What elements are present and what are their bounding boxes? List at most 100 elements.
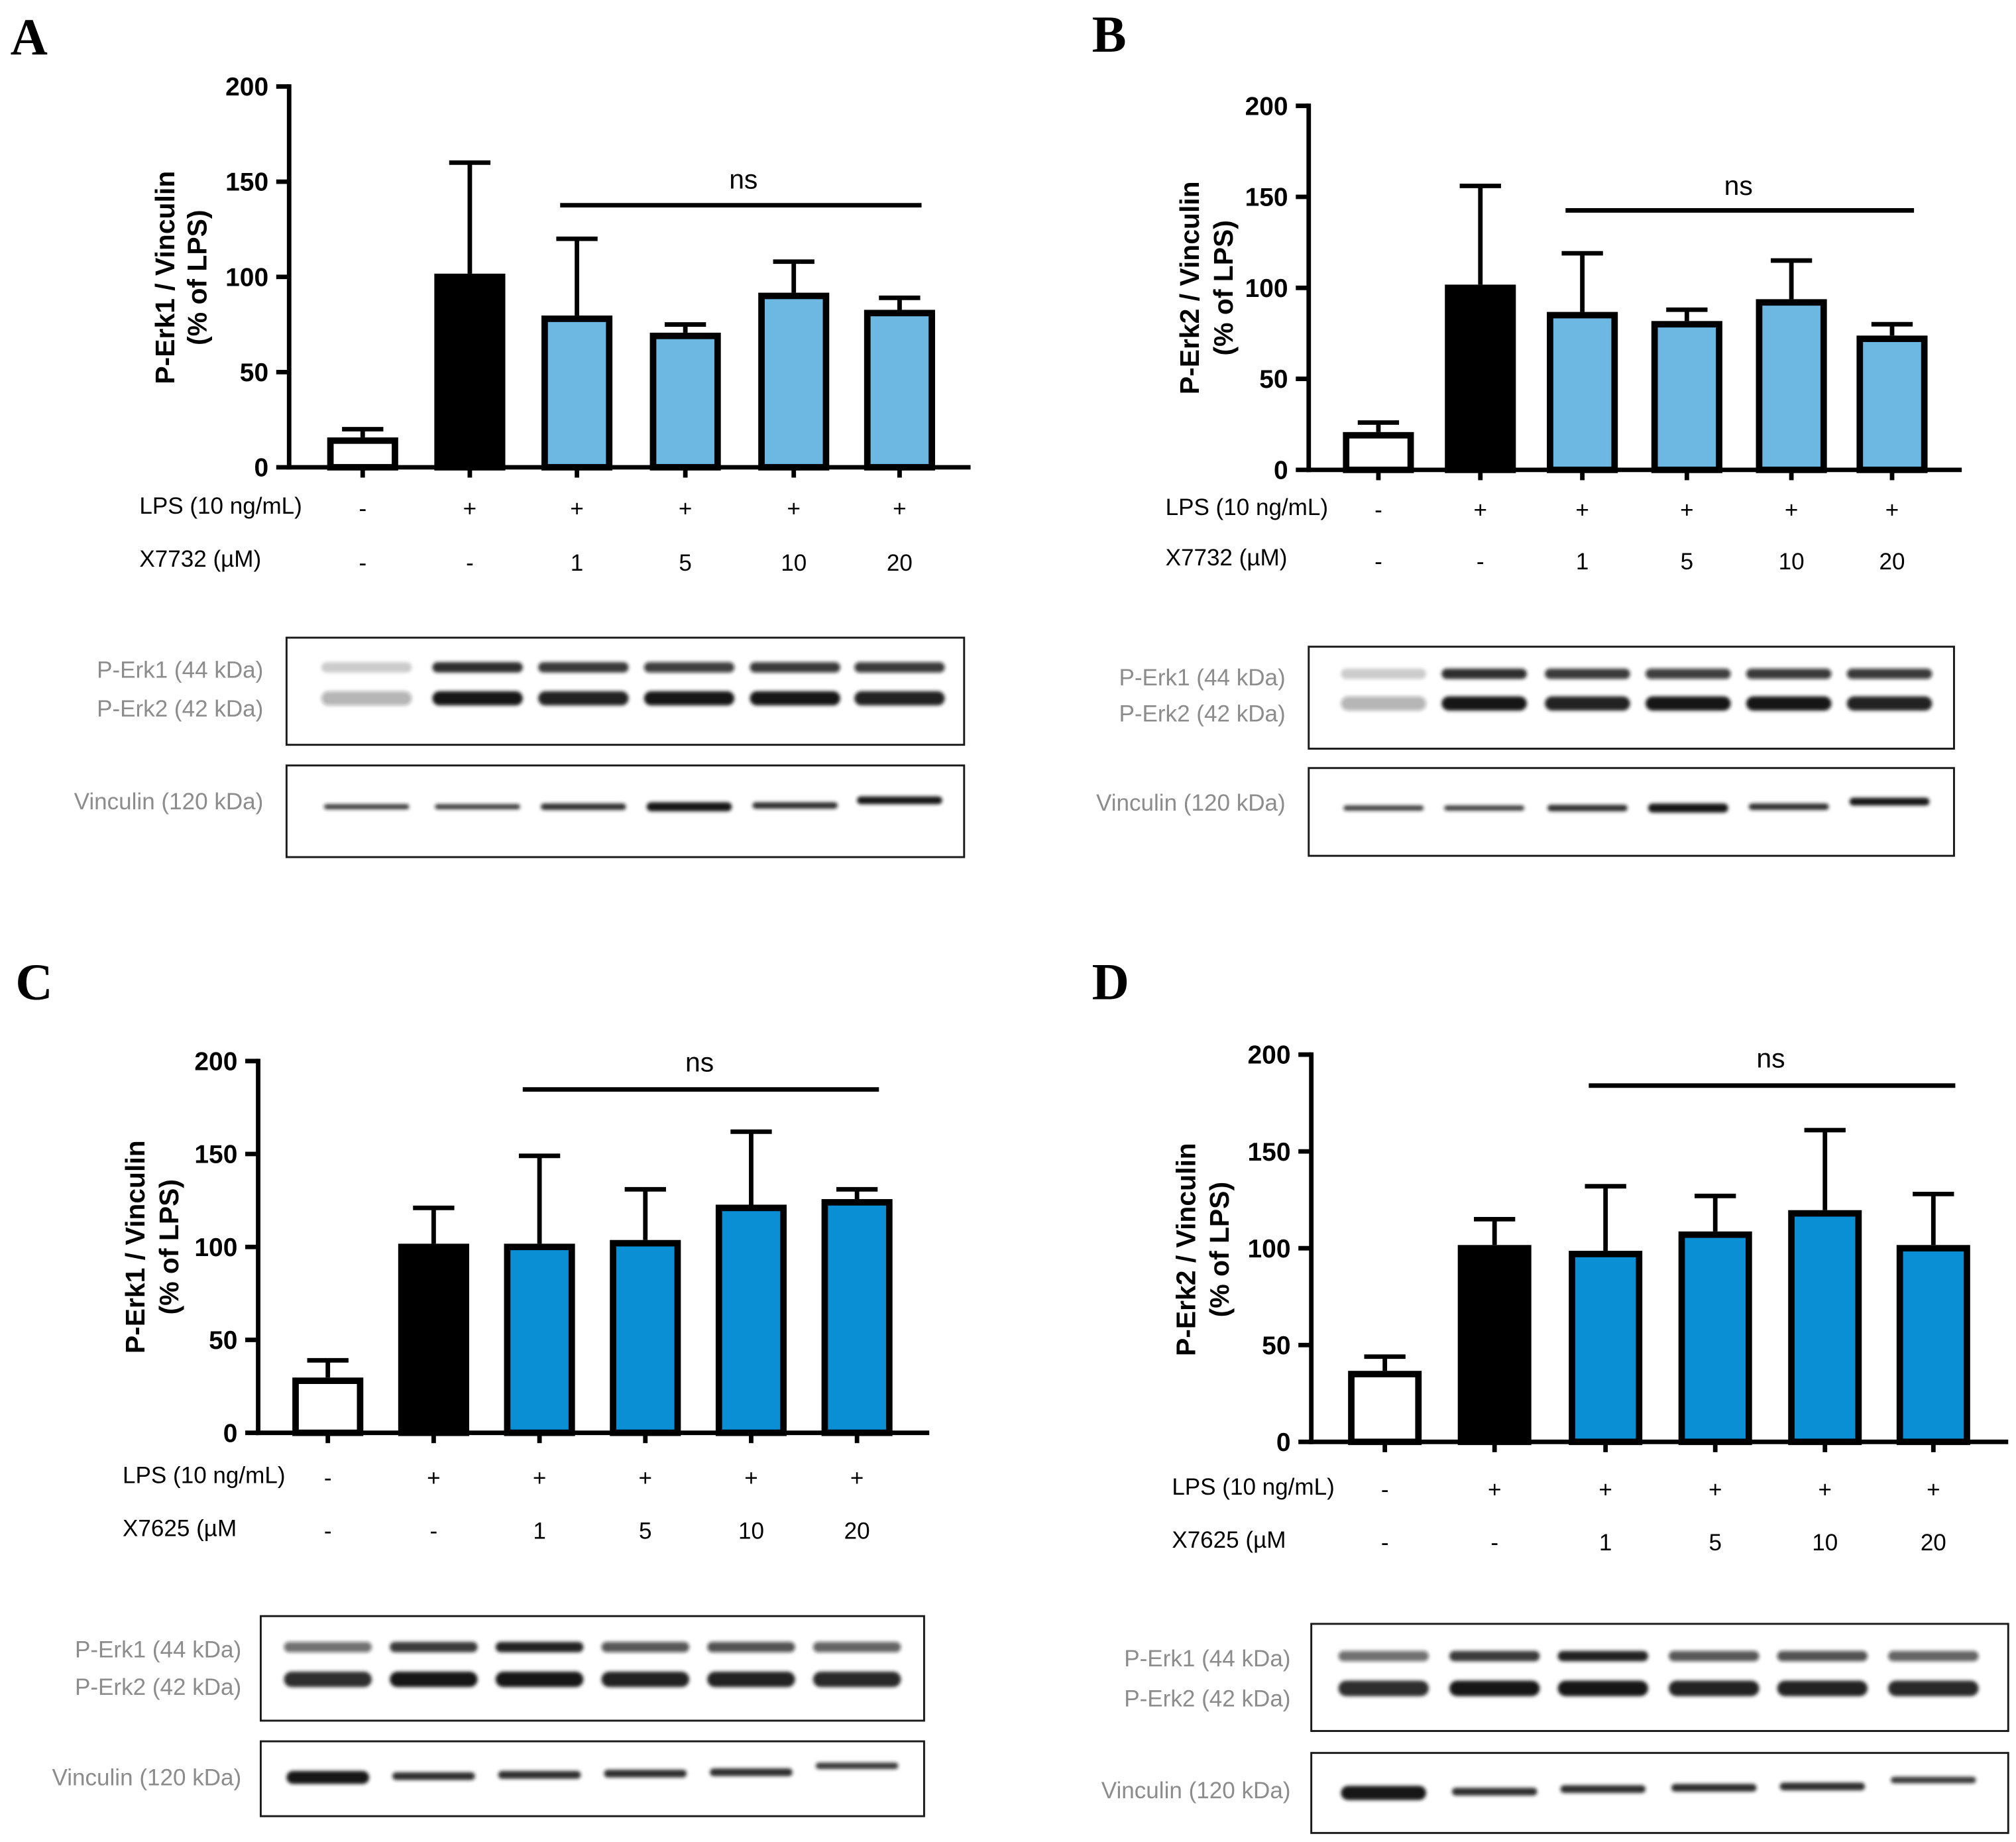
condition-value: -	[1374, 549, 1382, 575]
bar-1	[1348, 1371, 1422, 1446]
condition-value: -	[466, 550, 474, 576]
bar-5	[715, 1204, 787, 1436]
bar-6	[864, 310, 935, 471]
blot-images	[1308, 646, 1955, 857]
western-blot: P-Erk1 (44 kDa) P-Erk2 (42 kDa) Vinculin…	[1096, 646, 1955, 857]
bar-6	[821, 1199, 893, 1436]
blot-band-p-erk1	[1777, 1650, 1868, 1662]
condition-label-compound: X7732 (µM)	[139, 546, 261, 572]
condition-label-lps: LPS (10 ng/mL)	[1166, 494, 1328, 520]
bar-chart: P-Erk2 / Vinculin (% of LPS) ns LPS (10 …	[1166, 92, 1962, 575]
blot-label-p-erk1: P-Erk1 (44 kDa)	[1119, 665, 1285, 691]
blot-band-p-erk2	[390, 1671, 478, 1688]
condition-value: -	[1374, 497, 1382, 523]
blot-label-p-erk2: P-Erk2 (42 kDa)	[75, 1674, 241, 1700]
y-tick-label: 50	[1262, 1332, 1290, 1360]
blot-band-p-erk2	[854, 691, 945, 706]
condition-value: +	[1885, 497, 1899, 523]
y-tick-label: 150	[1248, 1138, 1291, 1167]
blot-band-p-erk1	[1846, 668, 1932, 679]
blot-band-p-erk1	[1669, 1650, 1760, 1662]
blot-band-p-erk2	[707, 1671, 795, 1688]
y-tick-label: 150	[194, 1141, 237, 1169]
blot-label-vinculin: Vinculin (120 kDa)	[52, 1764, 242, 1790]
condition-label-lps: LPS (10 ng/mL)	[1172, 1474, 1334, 1500]
blot-band-p-erk2	[812, 1671, 901, 1688]
western-blot: P-Erk1 (44 kDa) P-Erk2 (42 kDa) Vinculin…	[52, 1615, 925, 1817]
bar-chart: P-Erk1 / Vinculin (% of LPS) ns LPS (10 …	[139, 73, 971, 576]
chart-marks: 0 50 100 150 200 - + + + + + - - 1 5 10 20	[194, 1047, 930, 1544]
condition-value: -	[324, 1518, 332, 1544]
bar-4	[610, 1239, 681, 1436]
y-axis-label: P-Erk1 / Vinculin	[120, 1140, 150, 1353]
significance-label: ns	[729, 164, 757, 194]
blot-band-p-erk2	[1746, 696, 1832, 711]
blot-band-p-erk1	[1449, 1650, 1540, 1662]
bar-4	[649, 332, 721, 471]
condition-value: 5	[679, 550, 692, 576]
condition-value: +	[1785, 497, 1798, 523]
blot-band-vinculin	[1343, 805, 1424, 811]
condition-value: +	[1598, 1477, 1612, 1503]
panel-c: C P-Erk1 / Vinculin (% of LPS) ns LPS (1…	[15, 953, 930, 1817]
condition-value: -	[1381, 1477, 1389, 1503]
blot-band-vinculin	[435, 804, 520, 810]
blot-bands	[1338, 1650, 1979, 1800]
blot-band-p-erk2	[1545, 696, 1630, 711]
condition-value: 1	[533, 1518, 546, 1544]
condition-value: 10	[738, 1518, 764, 1544]
blot-band-p-erk2	[750, 691, 840, 706]
blot-band-vinculin	[286, 1770, 370, 1784]
blot-band-p-erk2	[284, 1671, 372, 1688]
condition-value: +	[1474, 497, 1487, 523]
blot-band-p-erk2	[1846, 696, 1932, 711]
condition-value: +	[1680, 497, 1693, 523]
blot-label-p-erk2: P-Erk2 (42 kDa)	[1119, 701, 1285, 727]
blot-band-p-erk2	[1646, 696, 1731, 711]
condition-value: +	[463, 496, 476, 522]
blot-vinculin	[1308, 767, 1955, 857]
condition-value: 20	[1879, 549, 1905, 575]
blot-label-p-erk2: P-Erk2 (42 kDa)	[1124, 1686, 1290, 1712]
blot-band-p-erk2	[1449, 1680, 1540, 1696]
y-tick-label: 50	[240, 359, 268, 387]
significance-label: ns	[685, 1047, 714, 1077]
blot-band-p-erk1	[1646, 668, 1731, 679]
blot-band-p-erk2	[1557, 1680, 1648, 1696]
blot-band-p-erk2	[432, 691, 523, 706]
bar-3	[1569, 1251, 1643, 1446]
blot-band-p-erk1	[495, 1642, 584, 1652]
condition-value: 10	[781, 550, 807, 576]
blot-band-p-erk1	[432, 662, 523, 673]
y-tick-label: 200	[194, 1047, 237, 1076]
blot-vinculin	[1310, 1752, 2009, 1834]
blot-band-p-erk1	[1338, 1650, 1429, 1662]
blot-band-p-erk2	[1441, 696, 1527, 711]
blot-band-vinculin	[392, 1772, 475, 1780]
condition-value: +	[744, 1466, 757, 1491]
condition-value: +	[893, 496, 906, 522]
blot-band-vinculin	[1849, 797, 1930, 806]
y-tick-label: 0	[1274, 457, 1288, 485]
condition-value: 20	[887, 550, 913, 576]
blot-band-p-erk1	[644, 662, 735, 673]
condition-value: +	[1488, 1477, 1501, 1503]
condition-value: 5	[1708, 1530, 1722, 1556]
condition-value: +	[533, 1466, 546, 1491]
condition-value: -	[1477, 549, 1484, 575]
condition-value: +	[1708, 1477, 1722, 1503]
blot-band-p-erk1	[390, 1642, 478, 1652]
panel-label: D	[1092, 953, 1129, 1010]
blot-vinculin	[285, 764, 966, 858]
condition-value: 10	[1812, 1530, 1838, 1556]
panel-b: B P-Erk2 / Vinculin (% of LPS) ns LPS (1…	[1092, 6, 1962, 857]
blot-images	[259, 1615, 925, 1817]
y-axis-label: P-Erk2 / Vinculin	[1174, 181, 1205, 394]
condition-value: -	[1381, 1530, 1389, 1556]
blot-band-p-erk2	[538, 691, 629, 706]
blot-images	[1310, 1623, 2009, 1834]
blot-band-p-erk1	[1545, 668, 1630, 679]
blot-p-erk	[1310, 1623, 2009, 1732]
y-tick-label: 100	[225, 263, 268, 292]
